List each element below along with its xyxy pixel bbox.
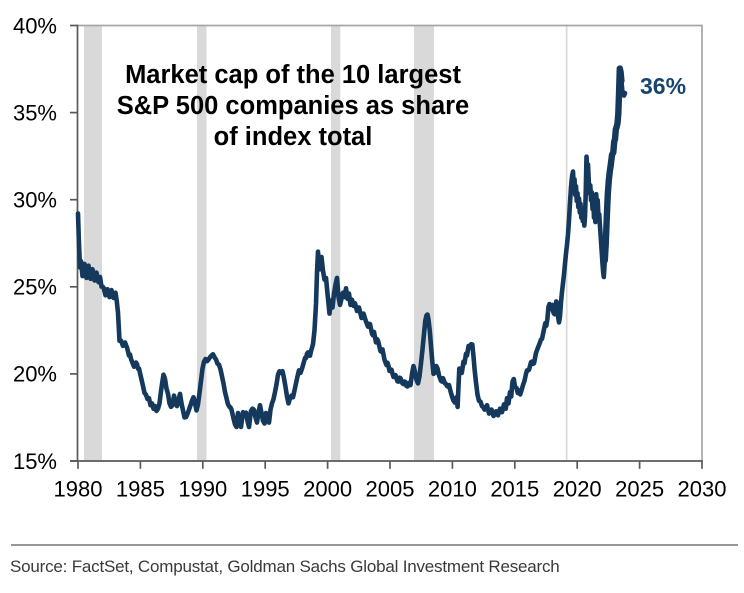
- svg-text:2015: 2015: [490, 477, 539, 502]
- svg-text:S&P 500 companies as share: S&P 500 companies as share: [117, 92, 469, 120]
- svg-text:1985: 1985: [116, 477, 165, 502]
- svg-text:20%: 20%: [13, 362, 57, 387]
- svg-text:1995: 1995: [241, 477, 290, 502]
- svg-text:15%: 15%: [13, 449, 57, 474]
- svg-text:2020: 2020: [553, 477, 602, 502]
- svg-text:1980: 1980: [54, 477, 103, 502]
- svg-text:30%: 30%: [13, 188, 57, 213]
- svg-text:2005: 2005: [366, 477, 415, 502]
- svg-text:2010: 2010: [428, 477, 477, 502]
- svg-text:of index total: of index total: [214, 123, 373, 151]
- svg-text:2000: 2000: [303, 477, 352, 502]
- svg-text:Source: FactSet, Compustat, Go: Source: FactSet, Compustat, Goldman Sach…: [10, 557, 560, 576]
- svg-text:25%: 25%: [13, 275, 57, 300]
- svg-text:1990: 1990: [178, 477, 227, 502]
- svg-text:40%: 40%: [13, 13, 57, 38]
- svg-text:36%: 36%: [640, 73, 686, 99]
- svg-text:2030: 2030: [678, 477, 727, 502]
- svg-text:2025: 2025: [615, 477, 664, 502]
- svg-text:35%: 35%: [13, 100, 57, 125]
- svg-text:Market cap of the 10 largest: Market cap of the 10 largest: [125, 61, 461, 89]
